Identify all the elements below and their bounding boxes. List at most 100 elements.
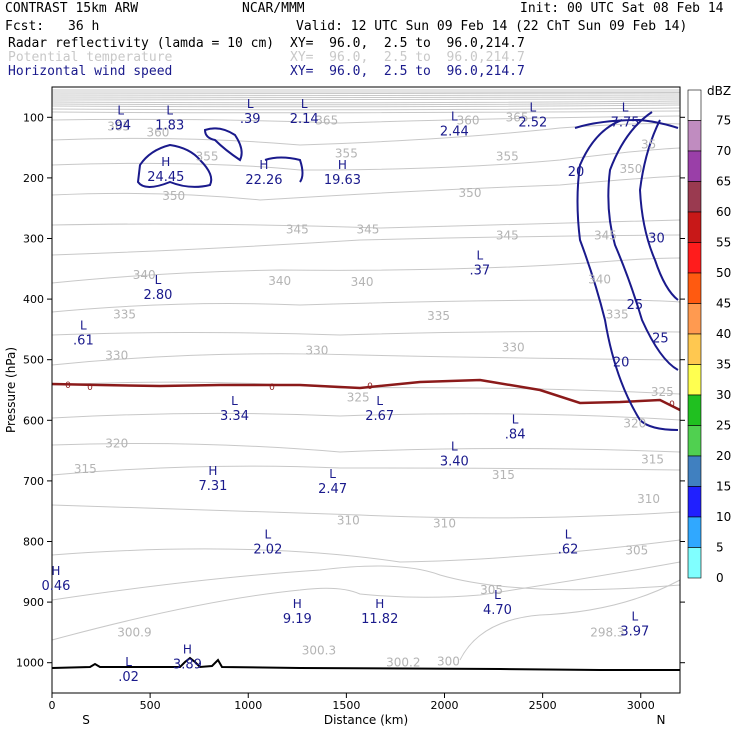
- terrain-line: [51, 656, 680, 671]
- colorbar-swatch: [687, 120, 702, 152]
- extremum-value: 24.45: [147, 170, 184, 185]
- extremum-value: 2.67: [365, 409, 394, 424]
- colorbar-swatch: [687, 516, 702, 548]
- colorbar-swatch: [687, 181, 702, 213]
- x-tick-label: 1500: [332, 699, 360, 712]
- x-axis-label: Distance (km): [324, 713, 408, 727]
- extremum-value: 3.40: [440, 455, 469, 470]
- theta-label: 355: [496, 150, 519, 164]
- theta-labels: 365 365 360 365 360 355 355 355 350 35 350 350 345 34…: [74, 110, 674, 669]
- extremum-marker: L: [166, 103, 173, 117]
- colorbar-level-label: 55: [716, 236, 731, 250]
- wind-contour-jet-left: [136, 143, 213, 188]
- colorbar-swatch: [687, 242, 702, 274]
- theta-label: 355: [335, 147, 358, 161]
- plot-frame: [51, 86, 681, 694]
- extremum-marker: L: [247, 97, 254, 111]
- extremum-marker: L: [529, 100, 536, 114]
- fcst-label: Fcst:: [5, 19, 45, 34]
- colorbar-swatch: [687, 303, 702, 335]
- wind-contour-25: [607, 111, 679, 371]
- field-wind-xy: XY= 96.0, 2.5 to 96.0,214.7: [290, 64, 525, 79]
- colorbar-swatch: [687, 455, 702, 487]
- theta-label: 330: [105, 348, 128, 362]
- y-tick-label: 200: [23, 172, 44, 185]
- extremum-value: .02: [118, 670, 139, 685]
- theta-label: 320: [623, 416, 646, 430]
- theta-label: 305: [480, 583, 503, 597]
- extremum-marker: L: [476, 249, 483, 263]
- y-tick-label: 700: [23, 475, 44, 488]
- theta-label: 300.2: [386, 656, 420, 670]
- y-tick-label: 600: [23, 414, 44, 427]
- extremum-marker: H: [161, 155, 170, 169]
- colorbar-level-label: 50: [716, 266, 731, 280]
- wind-contour-label: 25: [652, 331, 669, 346]
- theta-label: 345: [594, 228, 617, 242]
- theta-label: 325: [347, 390, 370, 404]
- theta-label: 310: [337, 513, 360, 527]
- extremum-marker: L: [565, 528, 572, 542]
- extremum-value: .61: [73, 333, 94, 348]
- theta-label: 350: [162, 189, 185, 203]
- extremum-value: 4.70: [483, 603, 512, 618]
- extremum-marker: L: [376, 394, 383, 408]
- zero-dbz-label-3: 0: [269, 383, 275, 393]
- theta-label: 310: [433, 516, 456, 530]
- y-tick-label: 900: [23, 596, 44, 609]
- y-tick-label: 800: [23, 536, 44, 549]
- extremum-value: 1.83: [155, 118, 184, 133]
- wind-contour-label: 25: [627, 298, 644, 313]
- theta-label: 345: [286, 222, 309, 236]
- theta-label: 340: [351, 275, 374, 289]
- x-axis-south-label: S: [82, 713, 90, 727]
- y-tick-label: 300: [23, 233, 44, 246]
- colorbar-swatch: [687, 89, 702, 121]
- model-title: CONTRAST 15km ARW: [5, 1, 139, 16]
- theta-label: 315: [492, 468, 515, 482]
- theta-label: 315: [74, 462, 97, 476]
- colorbar-level-label: 25: [716, 419, 731, 433]
- wind-contour-30: [638, 119, 679, 301]
- extremum-value: .62: [558, 543, 579, 558]
- extremum-value: .39: [240, 112, 261, 127]
- extremum-marker: L: [231, 394, 238, 408]
- extremum-marker: L: [622, 100, 629, 114]
- x-tick-label: 0: [49, 699, 56, 712]
- y-tick-label: 100: [23, 111, 44, 124]
- field-wind-name: Horizontal wind speed: [8, 64, 173, 79]
- theta-label: 330: [502, 341, 525, 355]
- field-reflectivity-xy: XY= 96.0, 2.5 to 96.0,214.7: [290, 36, 525, 51]
- theta-label: 300: [437, 654, 460, 668]
- colorbar-level-label: 60: [716, 205, 731, 219]
- colorbar-level-label: 0: [716, 571, 724, 585]
- extremum-value: 2.47: [318, 482, 347, 497]
- colorbar-level-label: 20: [716, 449, 731, 463]
- field-theta-xy: XY= 96.0, 2.5 to 96.0,214.7: [290, 50, 525, 65]
- wind-contour-20: [576, 119, 679, 431]
- colorbar-level-label: 65: [716, 175, 731, 189]
- theta-label: 350: [619, 162, 642, 176]
- init-time: Init: 00 UTC Sat 08 Feb 14: [520, 1, 724, 16]
- colorbar-swatch: [687, 547, 702, 579]
- colorbar-swatch: [687, 150, 702, 182]
- extremum-value: 3.97: [620, 624, 649, 639]
- colorbar-swatch: [687, 486, 702, 518]
- colorbar-level-label: 35: [716, 358, 731, 372]
- theta-label: 345: [357, 222, 380, 236]
- extremum-marker: L: [265, 528, 272, 542]
- extremum-marker: L: [494, 588, 501, 602]
- extremum-value: 3.34: [220, 409, 249, 424]
- extremum-marker: L: [117, 103, 124, 117]
- wind-contour-labels: 20 30 25 25 20: [568, 165, 669, 371]
- theta-label: 365: [315, 113, 338, 127]
- extremum-value: 7.75: [611, 115, 640, 130]
- theta-label: 315: [641, 453, 664, 467]
- colorbar-title: dBZ: [707, 84, 731, 98]
- wind-contour-jet-right: [264, 156, 304, 183]
- colorbar-level-label: 30: [716, 388, 731, 402]
- zero-dbz-label-4: 0: [367, 382, 373, 392]
- extremum-value: 7.31: [198, 479, 227, 494]
